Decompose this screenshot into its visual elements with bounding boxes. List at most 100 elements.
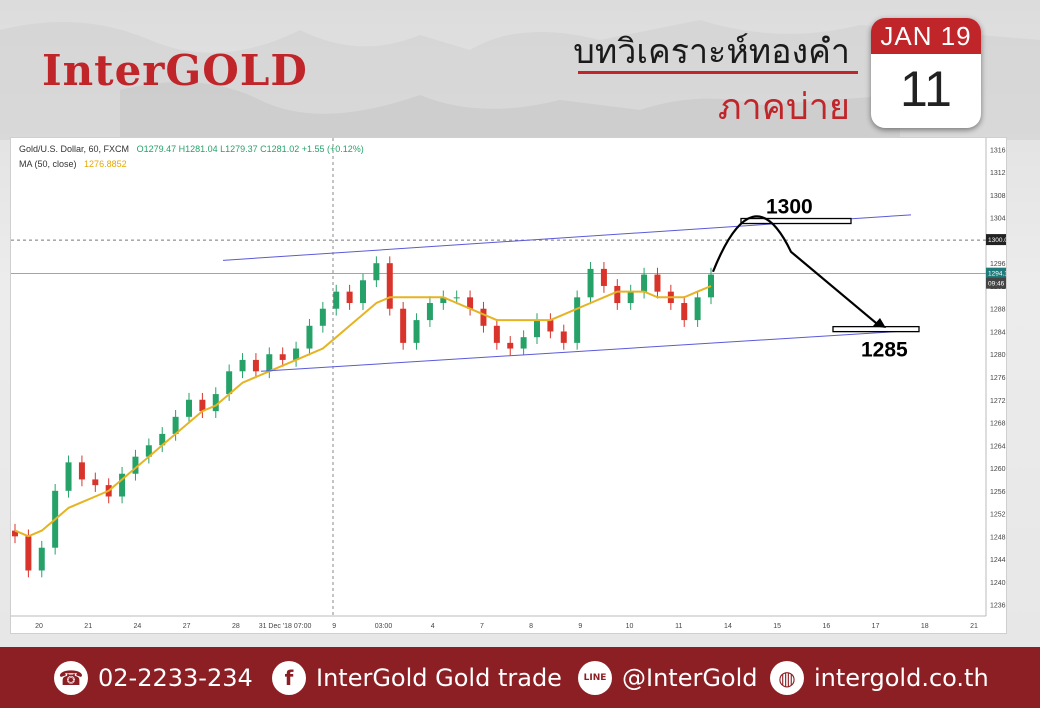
price-chart: 1316.001312.001308.001304.001300.001296.…	[11, 138, 1015, 630]
resistance-box	[740, 217, 852, 225]
candle	[600, 268, 607, 286]
candle	[386, 263, 393, 309]
candle	[78, 462, 85, 480]
candle	[25, 536, 32, 571]
price-label-box	[986, 234, 1006, 246]
candle	[641, 274, 648, 292]
title-divider	[578, 71, 858, 74]
candle	[440, 297, 447, 304]
footer-facebook[interactable]: f InterGold Gold trade	[272, 647, 562, 708]
y-tick-label: 1312.00	[990, 170, 1006, 177]
candle	[279, 354, 286, 360]
x-tick-label: 20	[35, 623, 43, 630]
x-tick-label: 14	[724, 623, 732, 630]
x-tick-label: 8	[529, 623, 533, 630]
candle	[145, 445, 152, 457]
phone-text: 02-2233-234	[98, 663, 253, 692]
y-tick-label: 1248.00	[990, 534, 1006, 541]
x-tick-label: 15	[773, 623, 781, 630]
y-tick-label: 1240.00	[990, 580, 1006, 587]
x-tick-label: 03:00	[375, 623, 393, 630]
support-label: 1285	[861, 339, 908, 362]
y-tick-label: 1276.00	[990, 375, 1006, 382]
line-text: @InterGold	[622, 663, 758, 692]
forecast-arrow	[711, 215, 877, 324]
world-map-background	[0, 20, 1040, 140]
footer-website[interactable]: ◍ intergold.co.th	[770, 647, 989, 708]
ma-line	[14, 285, 712, 538]
candle	[186, 399, 192, 417]
ma-label: MA (50, close)	[19, 159, 77, 169]
candle	[534, 320, 540, 338]
chart-legend-ohlc: Gold/U.S. Dollar, 60, FXCM O1279.47 H128…	[19, 144, 364, 154]
y-tick-label: 1284.00	[990, 329, 1006, 336]
y-tick-label: 1280.00	[990, 352, 1006, 359]
price-label-box	[986, 267, 1006, 279]
x-tick-label: 4	[431, 623, 435, 630]
candle	[360, 280, 366, 304]
y-tick-label: 1252.00	[990, 512, 1006, 519]
chart-legend-ma: MA (50, close) 1276.8852	[19, 159, 127, 169]
x-tick-label: 7	[480, 623, 484, 630]
x-tick-label: 21	[84, 623, 92, 630]
x-tick-label: 17	[872, 623, 880, 630]
candle	[373, 263, 380, 281]
calendar-month: JAN 19	[871, 18, 981, 54]
facebook-text: InterGold Gold trade	[316, 663, 562, 692]
candle	[587, 268, 594, 298]
candle	[172, 416, 179, 434]
footer-line[interactable]: LINE @InterGold	[578, 647, 758, 708]
candle	[239, 359, 246, 372]
candle	[560, 331, 567, 343]
price-label: 1294.16	[988, 271, 1006, 278]
page-title: บทวิเคราะห์ทองคำ	[573, 32, 850, 72]
candle	[346, 291, 353, 304]
y-tick-label: 1272.00	[990, 398, 1006, 405]
candle	[212, 394, 219, 412]
price-label: 1300.06	[988, 237, 1006, 244]
x-tick-label: 24	[134, 623, 142, 630]
resistance-label: 1300	[766, 196, 813, 219]
line-icon: LINE	[578, 660, 612, 695]
candle	[159, 433, 166, 446]
candle	[614, 285, 621, 304]
ma-value: 1276.8852	[84, 159, 127, 169]
price-label: 09:46	[988, 281, 1005, 288]
candle	[480, 308, 487, 326]
x-tick-label: 9	[332, 623, 336, 630]
candle	[132, 456, 139, 474]
calendar-badge: JAN 19 11	[871, 18, 981, 128]
candle	[319, 308, 326, 326]
y-tick-label: 1244.00	[990, 557, 1006, 564]
y-tick-label: 1296.00	[990, 261, 1006, 268]
candle	[226, 371, 233, 395]
candle	[654, 274, 661, 292]
arrow-head-icon	[873, 318, 886, 329]
candle	[252, 359, 259, 372]
candle	[400, 308, 407, 343]
candle	[453, 297, 460, 299]
candle	[493, 325, 500, 343]
x-tick-label: 10	[626, 623, 634, 630]
footer-phone[interactable]: ☎ 02-2233-234	[54, 647, 253, 708]
page-subtitle: ภาคบ่าย	[717, 87, 850, 128]
candle	[38, 547, 45, 571]
x-tick-label: 11	[675, 623, 682, 630]
candle	[333, 291, 340, 309]
candle	[266, 354, 273, 372]
candle	[199, 399, 206, 412]
price-label-box	[986, 277, 1006, 289]
y-tick-label: 1288.00	[990, 307, 1006, 314]
candle	[520, 337, 527, 349]
candle	[574, 297, 581, 343]
candle	[65, 462, 72, 491]
candle	[92, 479, 99, 486]
x-tick-label: 27	[183, 623, 191, 630]
y-tick-label: 1236.00	[990, 603, 1006, 610]
candle	[293, 348, 300, 360]
candle	[413, 320, 420, 343]
x-tick-label: 16	[822, 623, 830, 630]
x-tick-label: 9	[578, 623, 582, 630]
y-tick-label: 1304.00	[990, 216, 1006, 223]
facebook-icon: f	[272, 660, 306, 695]
